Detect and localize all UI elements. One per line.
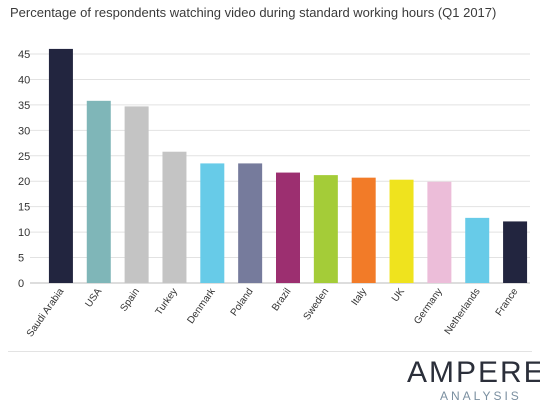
x-category-label: Poland	[229, 286, 256, 318]
bar-uk	[389, 179, 414, 283]
y-tick-label: 30	[18, 125, 30, 137]
y-tick-label: 35	[18, 100, 30, 112]
x-category-label: Brazil	[270, 286, 293, 313]
y-tick-label: 25	[18, 151, 30, 163]
bar-chart: 0 5 10 15 20 25 30 35 40 45 Saudi Arabia USA Spain T…	[18, 48, 530, 340]
x-category-label: Denmark	[185, 286, 218, 326]
x-category-label: Netherlands	[443, 286, 483, 336]
bars	[48, 48, 528, 284]
x-category-label: Italy	[350, 286, 370, 307]
y-tick-label: 0	[18, 278, 24, 290]
x-category-label: Saudi Arabia	[25, 286, 67, 339]
x-category-label: France	[494, 286, 521, 318]
bar-denmark	[200, 163, 225, 283]
bar-usa	[86, 100, 111, 283]
bar-poland	[238, 163, 263, 283]
x-category-label: Spain	[118, 286, 142, 313]
y-tick-label: 20	[18, 176, 30, 188]
bar-netherlands	[465, 217, 490, 283]
ampere-logo-subtitle: ANALYSIS	[440, 389, 522, 403]
bar-italy	[351, 177, 376, 283]
y-tick-label: 45	[18, 49, 30, 61]
x-category-label: Turkey	[154, 286, 180, 317]
y-tick-label: 40	[18, 74, 30, 86]
bar-sweden	[313, 175, 338, 283]
bar-germany	[427, 181, 452, 283]
ampere-logo: AMPERE	[407, 356, 540, 389]
x-category-label: UK	[390, 286, 407, 304]
footer-divider	[8, 351, 532, 352]
y-tick-label: 15	[18, 202, 30, 214]
bar-france	[503, 221, 528, 283]
x-category-label: USA	[83, 286, 104, 309]
x-category-label: Germany	[412, 286, 445, 326]
bar-spain	[124, 106, 149, 283]
x-axis-labels: Saudi Arabia USA Spain Turkey Denmark Poland B…	[25, 286, 521, 340]
bar-turkey	[162, 151, 187, 283]
chart-title: Percentage of respondents watching video…	[10, 5, 497, 20]
bar-saudi-arabia	[48, 48, 73, 284]
x-category-label: Sweden	[302, 286, 332, 322]
y-tick-label: 5	[18, 253, 24, 265]
bar-brazil	[276, 172, 300, 283]
y-tick-label: 10	[18, 227, 30, 239]
y-axis-ticks: 0 5 10 15 20 25 30 35 40 45	[18, 49, 30, 290]
